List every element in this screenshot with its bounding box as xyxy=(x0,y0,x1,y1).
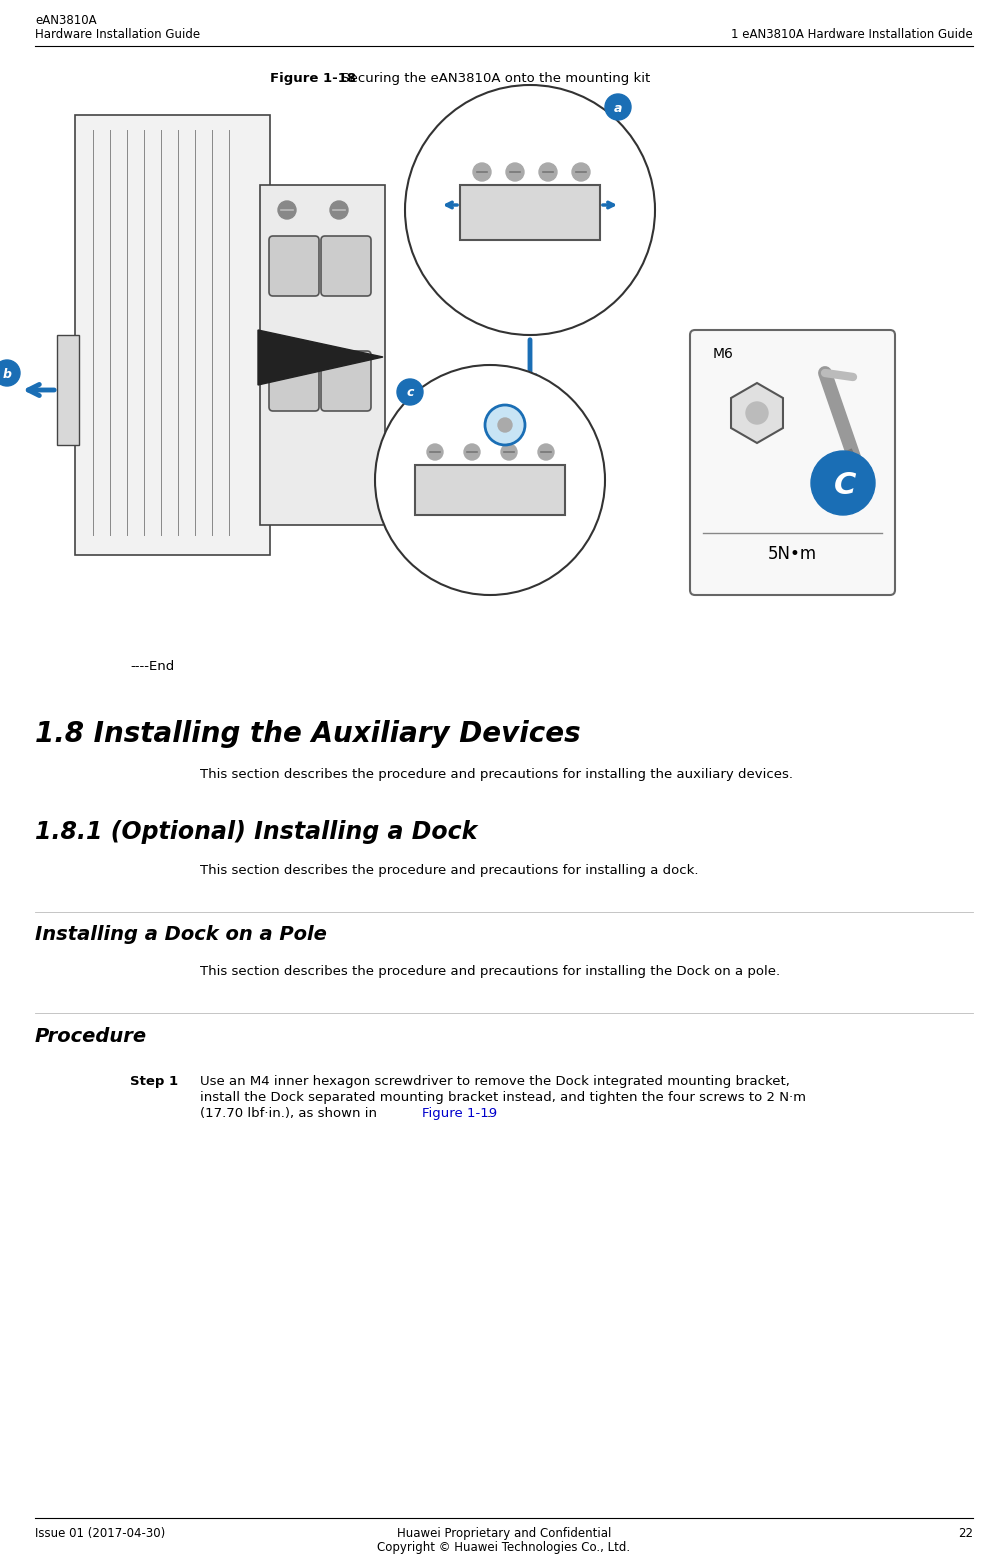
Circle shape xyxy=(473,163,491,182)
Circle shape xyxy=(375,365,605,595)
Bar xyxy=(57,335,79,445)
Polygon shape xyxy=(258,331,383,385)
Circle shape xyxy=(405,85,655,335)
Text: 1.8 Installing the Auxiliary Devices: 1.8 Installing the Auxiliary Devices xyxy=(35,719,581,747)
Circle shape xyxy=(397,379,423,404)
Circle shape xyxy=(330,201,348,219)
Text: Figure 1-19: Figure 1-19 xyxy=(422,1106,497,1120)
Circle shape xyxy=(485,404,525,445)
Circle shape xyxy=(427,443,443,461)
Text: Procedure: Procedure xyxy=(35,1026,147,1047)
Text: (17.70 lbf·in.), as shown in: (17.70 lbf·in.), as shown in xyxy=(200,1106,381,1120)
Text: c: c xyxy=(406,387,413,400)
Text: .: . xyxy=(487,1106,491,1120)
Bar xyxy=(415,465,565,516)
Text: 5N•m: 5N•m xyxy=(768,545,817,563)
Text: Issue 01 (2017-04-30): Issue 01 (2017-04-30) xyxy=(35,1526,165,1540)
Text: Hardware Installation Guide: Hardware Installation Guide xyxy=(35,28,201,41)
Text: install the Dock separated mounting bracket instead, and tighten the four screws: install the Dock separated mounting brac… xyxy=(200,1091,806,1105)
Bar xyxy=(460,185,600,240)
Polygon shape xyxy=(731,382,783,443)
Text: C: C xyxy=(834,470,856,500)
Circle shape xyxy=(0,360,20,385)
Text: This section describes the procedure and precautions for installing a dock.: This section describes the procedure and… xyxy=(200,863,699,878)
Text: M6: M6 xyxy=(713,346,734,360)
Text: Step 1: Step 1 xyxy=(130,1075,178,1087)
Circle shape xyxy=(506,163,524,182)
Text: Installing a Dock on a Pole: Installing a Dock on a Pole xyxy=(35,925,327,943)
Text: ----End: ----End xyxy=(130,660,174,672)
Text: 1 eAN3810A Hardware Installation Guide: 1 eAN3810A Hardware Installation Guide xyxy=(731,28,973,41)
Text: Huawei Proprietary and Confidential: Huawei Proprietary and Confidential xyxy=(397,1526,611,1540)
Circle shape xyxy=(501,443,517,461)
FancyBboxPatch shape xyxy=(269,351,319,411)
Text: Figure 1-18: Figure 1-18 xyxy=(270,72,356,85)
Circle shape xyxy=(538,443,554,461)
Text: eAN3810A: eAN3810A xyxy=(35,14,97,27)
Circle shape xyxy=(572,163,590,182)
Text: Securing the eAN3810A onto the mounting kit: Securing the eAN3810A onto the mounting … xyxy=(337,72,650,85)
Circle shape xyxy=(811,451,875,516)
Circle shape xyxy=(498,418,512,432)
Text: a: a xyxy=(614,102,622,114)
Text: This section describes the procedure and precautions for installing the Dock on : This section describes the procedure and… xyxy=(200,965,780,978)
Bar xyxy=(260,185,385,525)
Text: Copyright © Huawei Technologies Co., Ltd.: Copyright © Huawei Technologies Co., Ltd… xyxy=(377,1540,631,1554)
Circle shape xyxy=(539,163,557,182)
FancyBboxPatch shape xyxy=(690,331,895,595)
Text: 1.8.1 (Optional) Installing a Dock: 1.8.1 (Optional) Installing a Dock xyxy=(35,820,478,845)
Circle shape xyxy=(605,94,631,121)
FancyBboxPatch shape xyxy=(321,237,371,296)
FancyBboxPatch shape xyxy=(321,351,371,411)
Text: This section describes the procedure and precautions for installing the auxiliar: This section describes the procedure and… xyxy=(200,768,793,780)
Bar xyxy=(75,114,270,555)
FancyBboxPatch shape xyxy=(269,237,319,296)
Text: b: b xyxy=(2,368,11,381)
Text: Use an M4 inner hexagon screwdriver to remove the Dock integrated mounting brack: Use an M4 inner hexagon screwdriver to r… xyxy=(200,1075,790,1087)
Circle shape xyxy=(278,201,296,219)
Text: 22: 22 xyxy=(958,1526,973,1540)
Circle shape xyxy=(746,403,768,425)
Circle shape xyxy=(464,443,480,461)
